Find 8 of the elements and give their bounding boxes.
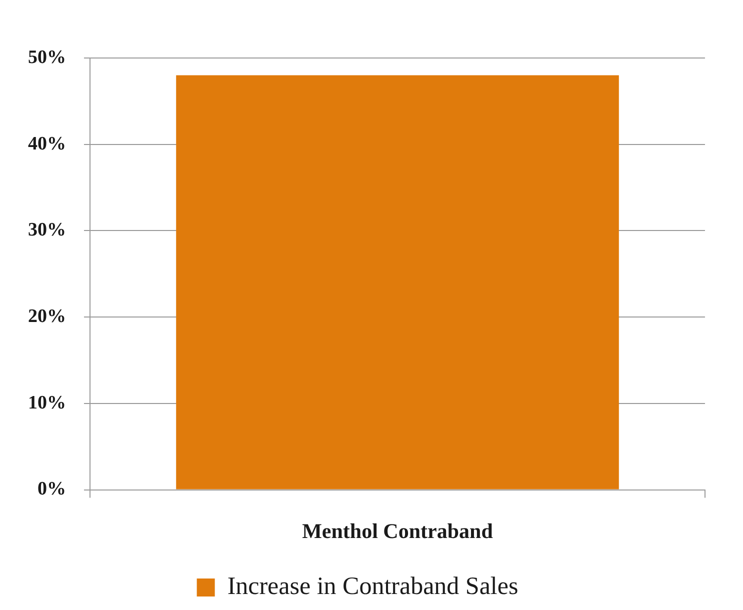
y-tick-label: 10% <box>28 392 66 414</box>
y-tick-label: 20% <box>28 306 66 327</box>
legend-label: Increase in Contraband Sales <box>227 573 518 600</box>
y-tick-label: 0% <box>38 478 66 500</box>
y-tick-label: 50% <box>28 46 66 68</box>
y-tick-label: 40% <box>28 133 66 154</box>
x-tick-label: Menthol Contraband <box>302 518 494 543</box>
y-tick-label: 30% <box>28 220 66 241</box>
